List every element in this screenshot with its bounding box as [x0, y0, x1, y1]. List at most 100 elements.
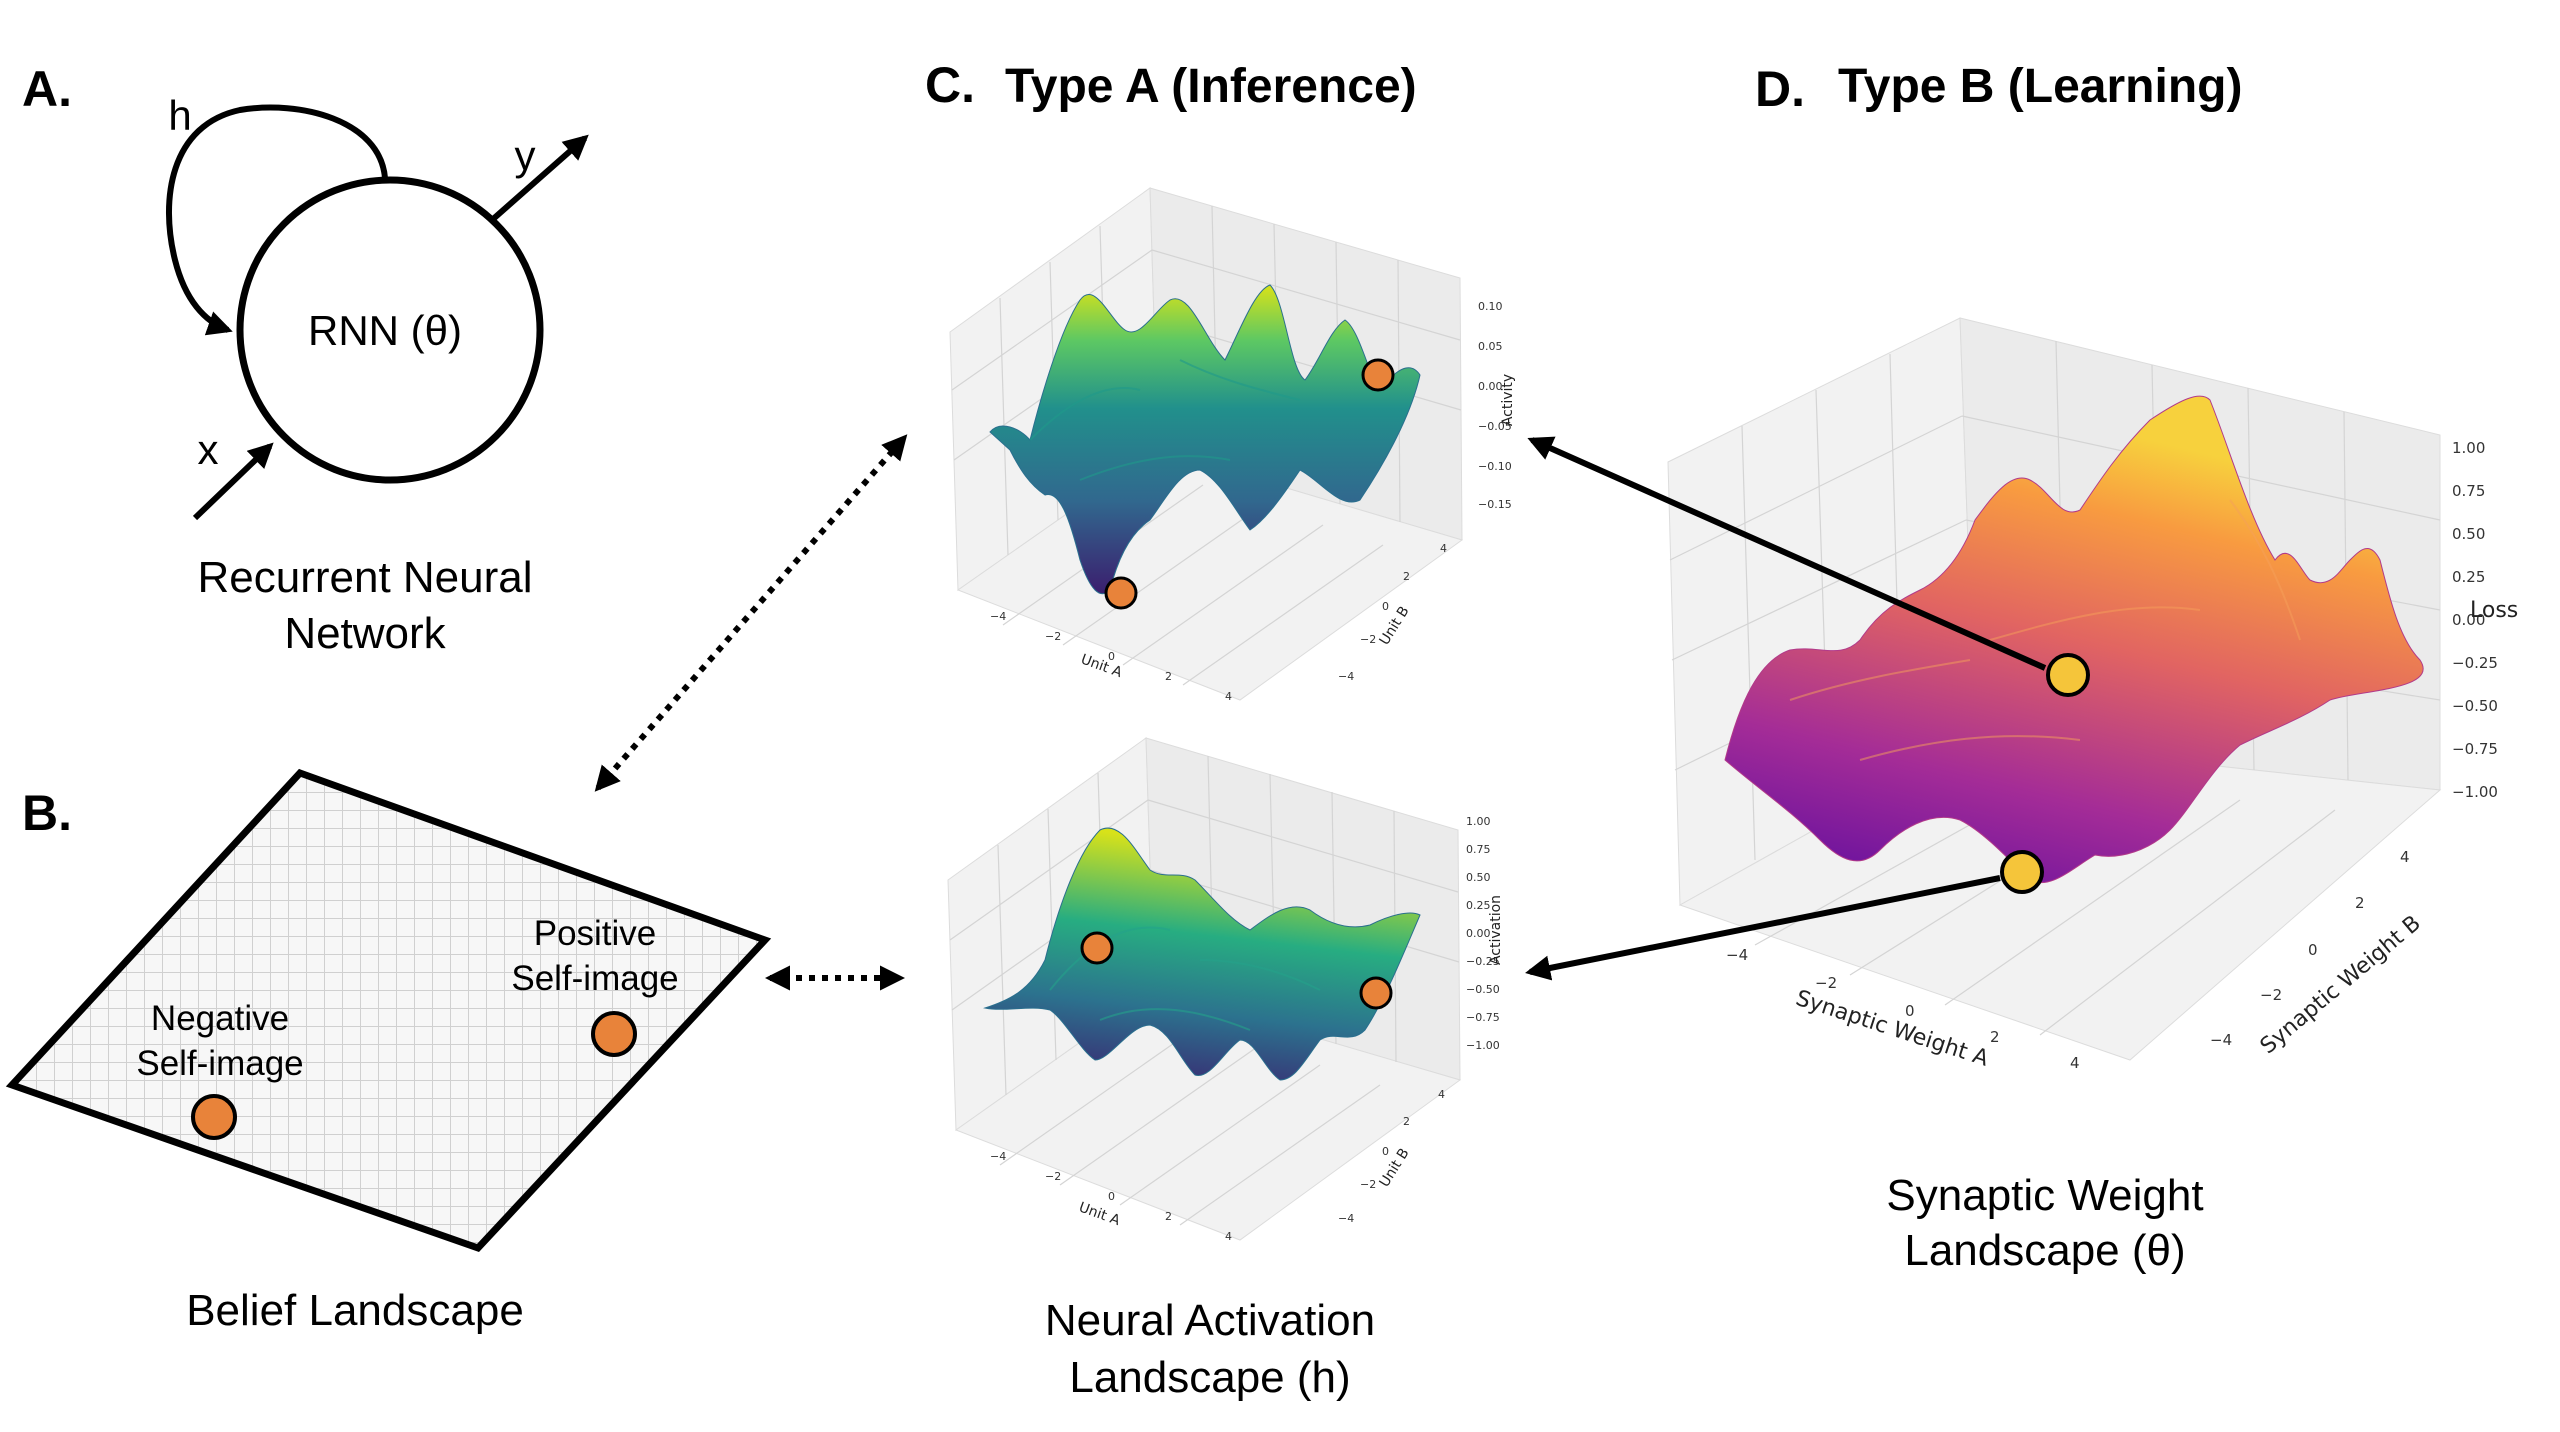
activity-plot: 0.10 0.05 0.00 −0.05 −0.10 −0.15 Activit… [949, 187, 1516, 703]
svg-text:2: 2 [1403, 1115, 1410, 1128]
svg-text:−0.75: −0.75 [1466, 1011, 1500, 1024]
svg-text:4: 4 [1225, 1230, 1232, 1243]
svg-text:−2: −2 [1045, 630, 1061, 643]
svg-text:−2: −2 [1815, 974, 1837, 992]
svg-text:1.00: 1.00 [1466, 815, 1491, 828]
panel-d-letter: D. [1755, 61, 1805, 117]
svg-text:−2: −2 [1360, 633, 1376, 646]
activation-x-label: Unit A [1077, 1199, 1123, 1229]
svg-text:0.25: 0.25 [2452, 568, 2485, 586]
activity-z-ticks: 0.10 0.05 0.00 −0.05 −0.10 −0.15 [1478, 300, 1512, 511]
activity-max-marker [1361, 358, 1395, 392]
rnn-node [236, 176, 544, 484]
svg-text:0.75: 0.75 [1466, 843, 1491, 856]
svg-text:−0.10: −0.10 [1478, 460, 1512, 473]
hidden-loop-arrow [165, 104, 388, 336]
panel-d: D. Type B (Learning) 1.00 0.75 0.50 0.25… [1667, 60, 2518, 1275]
panel-c-caption-line2: Landscape (h) [1069, 1353, 1350, 1402]
panel-c-letter: C. [925, 57, 975, 113]
svg-text:2: 2 [1165, 1210, 1172, 1223]
svg-text:0.75: 0.75 [2452, 482, 2485, 500]
positive-label-line1: Positive [534, 914, 657, 953]
panel-c-title: Type A (Inference) [1005, 60, 1417, 113]
svg-text:0.50: 0.50 [2452, 525, 2485, 543]
negative-self-image-marker [191, 1094, 237, 1140]
panel-c: C. Type A (Inference) 0.10 0.05 0.00 − [925, 57, 1516, 1402]
svg-text:−0.25: −0.25 [1466, 955, 1500, 968]
input-arrow [192, 442, 274, 521]
rnn-node-label: RNN (θ) [308, 307, 462, 354]
panel-b-caption: Belief Landscape [186, 1286, 524, 1335]
svg-text:4: 4 [1438, 1088, 1445, 1101]
svg-text:−4: −4 [990, 1150, 1006, 1163]
svg-text:0: 0 [1382, 1145, 1389, 1158]
negative-label-line1: Negative [151, 999, 289, 1038]
panel-b: B. Negative Self-image Positive Self-ima… [5, 768, 772, 1335]
panel-c-caption-line1: Neural Activation [1045, 1296, 1375, 1345]
loss-y-ticks: −4 −2 0 2 4 [2210, 848, 2410, 1049]
svg-text:0: 0 [1905, 1002, 1915, 1020]
svg-text:0: 0 [1382, 600, 1389, 613]
belief-to-activity-dotted-arrow [594, 434, 908, 792]
svg-text:0: 0 [2308, 941, 2318, 959]
belief-landscape-plane [5, 768, 772, 1253]
svg-text:−2: −2 [1360, 1178, 1376, 1191]
activation-z-ticks: 1.00 0.75 0.50 0.25 0.00 −0.25 −0.50 −0.… [1466, 815, 1500, 1052]
panel-a-caption-line2: Network [284, 609, 446, 658]
panel-d-caption-line2: Landscape (θ) [1904, 1226, 2185, 1275]
panel-d-caption-line1: Synaptic Weight [1886, 1171, 2203, 1220]
svg-text:2: 2 [1403, 570, 1410, 583]
loss-upper-marker [2046, 653, 2090, 697]
output-arrow [490, 134, 589, 223]
svg-text:−0.25: −0.25 [2452, 654, 2498, 672]
hidden-label: h [168, 92, 191, 139]
positive-self-image-marker [591, 1011, 637, 1057]
svg-text:0.00: 0.00 [1466, 927, 1491, 940]
panel-a-letter: A. [22, 61, 72, 117]
svg-text:−4: −4 [2210, 1031, 2232, 1049]
panel-a: A. RNN (θ) h x y Recurrent Neural Networ… [22, 61, 589, 658]
svg-text:−1.00: −1.00 [1466, 1039, 1500, 1052]
negative-label-line2: Self-image [136, 1044, 303, 1083]
weight-to-activation-arrow [1525, 875, 2001, 981]
panel-d-title: Type B (Learning) [1838, 60, 2242, 113]
svg-text:−0.50: −0.50 [2452, 697, 2498, 715]
svg-text:0: 0 [1108, 650, 1115, 663]
output-label: y [515, 132, 536, 179]
loss-z-ticks: 1.00 0.75 0.50 0.25 0.00 −0.25 −0.50 −0.… [2452, 439, 2498, 801]
loss-x-ticks: −4 −2 0 2 4 [1726, 946, 2080, 1072]
weight-to-activity-arrow [1527, 436, 2047, 671]
activity-surface-ridges [1029, 359, 1301, 481]
svg-text:0.25: 0.25 [1466, 899, 1491, 912]
svg-text:−0.75: −0.75 [2452, 740, 2498, 758]
input-label: x [198, 426, 219, 473]
svg-text:−2: −2 [2260, 986, 2282, 1004]
svg-text:−0.15: −0.15 [1478, 498, 1512, 511]
svg-text:2: 2 [2355, 894, 2365, 912]
activation-y-ticks: −4 −2 0 2 4 [1338, 1088, 1445, 1225]
svg-text:2: 2 [1990, 1028, 2000, 1046]
svg-text:−2: −2 [1045, 1170, 1061, 1183]
svg-text:−0.50: −0.50 [1466, 983, 1500, 996]
activity-min-marker [1104, 576, 1138, 610]
loss-z-label: Loss [2470, 598, 2518, 623]
svg-text:2: 2 [1165, 670, 1172, 683]
activity-z-label: Activity [1500, 374, 1516, 426]
activation-right-marker [1359, 976, 1393, 1010]
svg-text:−0.05: −0.05 [1478, 420, 1512, 433]
svg-text:−4: −4 [1338, 670, 1354, 683]
svg-text:−4: −4 [990, 610, 1006, 623]
svg-text:0.00: 0.00 [2452, 611, 2485, 629]
panel-b-letter: B. [22, 785, 72, 841]
activation-surface-ridges [1049, 926, 1321, 1031]
svg-text:0.00: 0.00 [1478, 380, 1503, 393]
panel-a-caption-line1: Recurrent Neural [197, 553, 532, 602]
loss-surface [1724, 395, 2424, 884]
svg-text:0.10: 0.10 [1478, 300, 1503, 313]
svg-text:4: 4 [1225, 690, 1232, 703]
svg-text:1.00: 1.00 [2452, 439, 2485, 457]
activation-x-ticks: −4 −2 0 2 4 [990, 1150, 1232, 1243]
activity-y-ticks: −4 −2 0 2 4 [1338, 542, 1447, 683]
svg-text:−4: −4 [1338, 1212, 1354, 1225]
